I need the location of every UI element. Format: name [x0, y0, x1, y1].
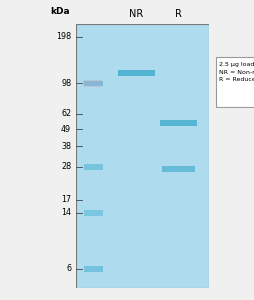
Bar — [84, 266, 103, 272]
Text: 49: 49 — [61, 125, 71, 134]
Text: 38: 38 — [61, 142, 71, 151]
FancyBboxPatch shape — [215, 57, 254, 107]
Text: 14: 14 — [61, 208, 71, 217]
Text: 2.5 µg loading
NR = Non-reduced
R = Reduced: 2.5 µg loading NR = Non-reduced R = Redu… — [218, 62, 254, 82]
Text: 17: 17 — [61, 195, 71, 204]
Bar — [83, 80, 101, 87]
Text: NR: NR — [129, 9, 143, 19]
Text: kDa: kDa — [50, 7, 69, 16]
Bar — [160, 120, 196, 126]
Text: 6: 6 — [66, 264, 71, 273]
Bar — [84, 210, 103, 216]
Bar — [161, 166, 194, 172]
Text: 98: 98 — [61, 79, 71, 88]
Bar — [117, 70, 154, 76]
Text: 28: 28 — [61, 162, 71, 171]
Bar — [84, 164, 103, 169]
Text: 62: 62 — [61, 110, 71, 118]
Bar — [84, 81, 103, 86]
Text: R: R — [174, 9, 181, 19]
Text: 198: 198 — [56, 32, 71, 41]
